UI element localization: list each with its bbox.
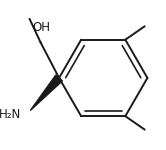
Text: H₂N: H₂N <box>0 108 21 121</box>
Polygon shape <box>30 75 62 111</box>
Text: OH: OH <box>33 21 51 34</box>
